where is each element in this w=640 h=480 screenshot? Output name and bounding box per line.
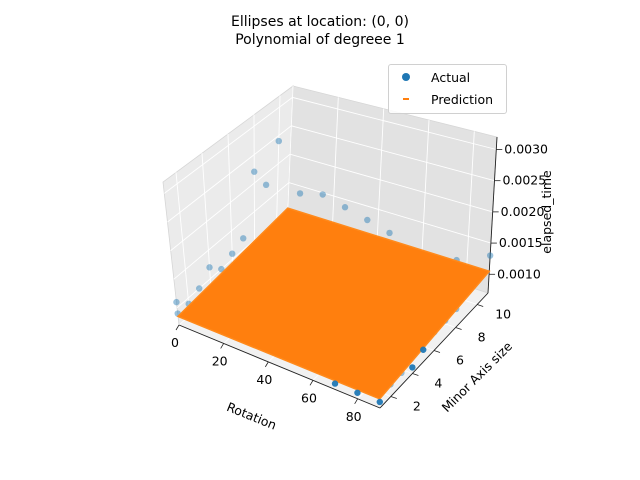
prediction-plane [176, 207, 491, 400]
z-axis-line [487, 136, 498, 294]
y-tick-mark [433, 350, 441, 353]
z-gridline [167, 125, 495, 223]
y-tick-label: 8 [478, 330, 486, 345]
y-tick-mark [455, 327, 462, 330]
x-tick-label: 80 [346, 409, 362, 424]
actual-point [354, 389, 361, 396]
x-tick-mark [220, 343, 225, 349]
actual-point [275, 137, 282, 145]
actual-point [218, 265, 225, 273]
y-axis-label: Minor Axis size [439, 338, 516, 415]
actual-point [296, 190, 304, 197]
legend: Actual Prediction [388, 64, 507, 114]
legend-marker-prediction [399, 92, 413, 106]
actual-point [486, 252, 494, 259]
actual-point [331, 380, 339, 387]
z-tick-label: 0.0010 [497, 266, 541, 281]
z-gridline [164, 96, 497, 194]
actual-point [376, 398, 383, 406]
z-gridline [173, 182, 492, 280]
x-axis-label: Rotation [225, 399, 279, 432]
y-tick-label: 6 [456, 353, 464, 368]
x-tick-mark [354, 398, 359, 404]
x-tick-label: 40 [256, 372, 272, 387]
actual-point [262, 181, 270, 189]
chart-title: Ellipses at location: (0, 0) [231, 14, 409, 30]
y-tick-mark [477, 304, 484, 307]
actual-point [240, 235, 247, 242]
actual-point [196, 285, 203, 292]
z-gridline [170, 153, 493, 251]
legend-marker-actual [399, 70, 413, 84]
x-tick-label: 20 [212, 353, 228, 368]
actual-point [206, 264, 213, 271]
x-tick-mark [309, 380, 314, 386]
z-tick-label: 0.0030 [504, 141, 548, 156]
x-axis-line [178, 324, 381, 409]
chart-subtitle: Polynomial of degreee 1 [235, 32, 405, 48]
actual-point [319, 191, 326, 198]
z-tick-label: 0.0015 [499, 235, 543, 250]
x-tick-label: 60 [301, 390, 317, 405]
actual-point [173, 298, 180, 306]
actual-point [251, 168, 258, 175]
actual-point [409, 364, 416, 371]
actual-point [364, 216, 371, 224]
y-tick-label: 2 [413, 399, 421, 414]
x-tick-mark [264, 361, 269, 368]
y-tick-label: 10 [495, 307, 511, 322]
legend-item-actual: Actual [399, 68, 470, 86]
x-tick-mark [175, 324, 180, 331]
actual-point [229, 250, 236, 257]
y-tick-mark [390, 396, 397, 399]
legend-label-prediction: Prediction [431, 91, 494, 107]
y-tick-label: 4 [434, 376, 442, 391]
legend-item-prediction: Prediction [399, 90, 493, 108]
actual-point [386, 229, 393, 237]
z-axis-label: elapsed_time [539, 170, 554, 254]
x-tick-label: 0 [171, 335, 179, 350]
legend-label-actual: Actual [431, 69, 471, 85]
z-tick-label: 0.0025 [502, 173, 546, 188]
actual-point [420, 346, 427, 353]
actual-point [341, 204, 349, 211]
z-tick-label: 0.0020 [501, 204, 545, 219]
y-tick-mark [412, 373, 419, 376]
